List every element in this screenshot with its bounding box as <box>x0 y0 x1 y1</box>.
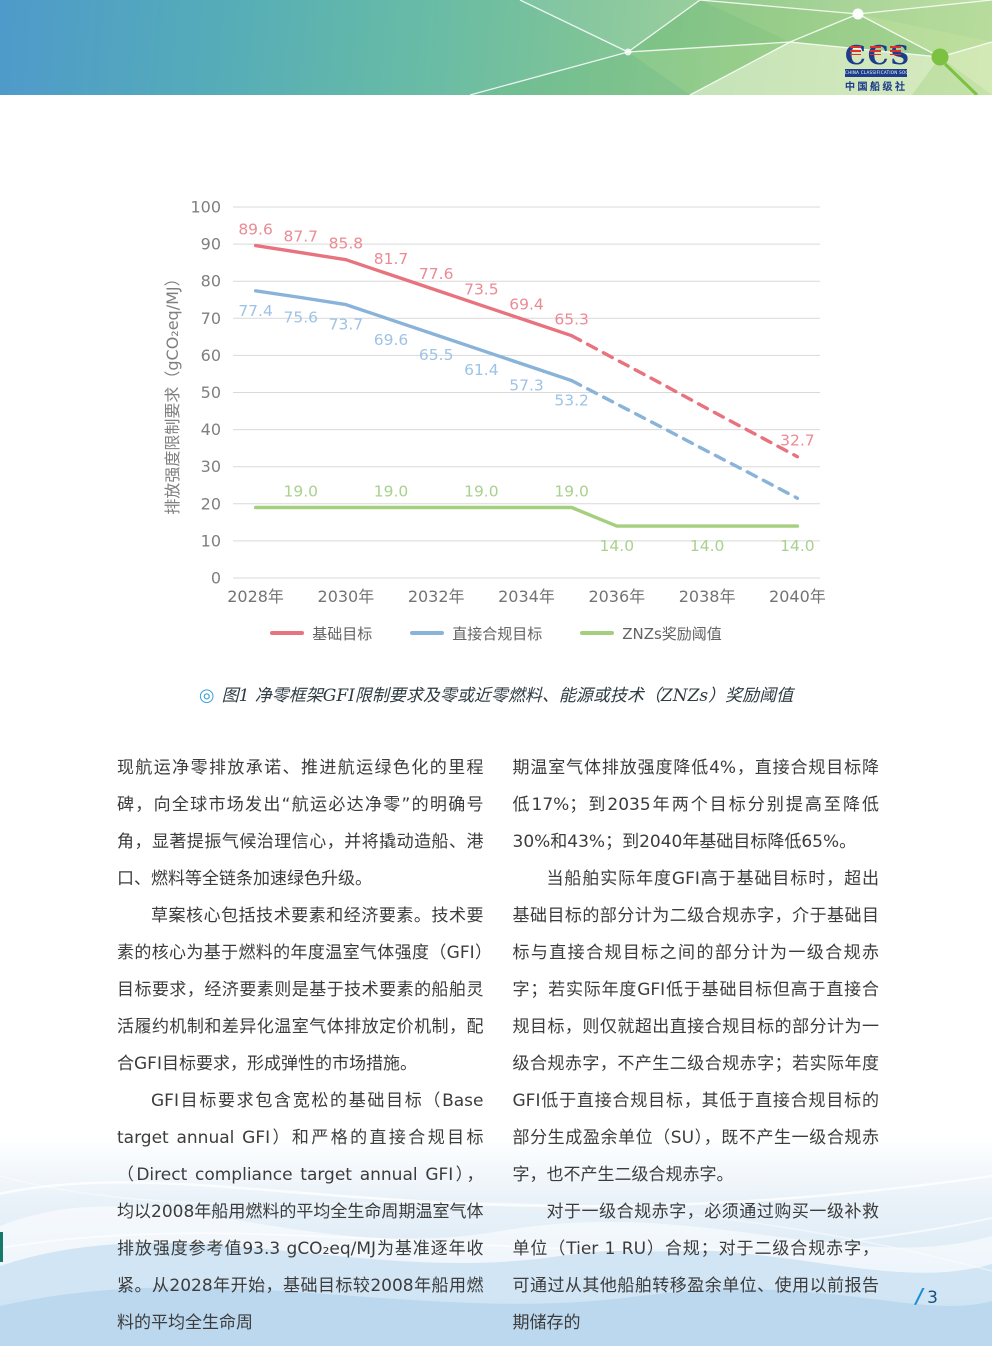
base-target-data-label: 73.5 <box>464 280 499 298</box>
direct-compliance-target-data-label: 69.6 <box>374 331 409 349</box>
footer-left-accent <box>0 1232 3 1262</box>
direct-compliance-target-data-label: 73.7 <box>329 316 364 334</box>
figure-caption: ◎ 图1 净零框架GFI限制要求及零或近零燃料、能源或技术（ZNZs）奖励阈值 <box>0 681 992 706</box>
chart-legend: 基础目标 直接合规目标 ZNZs奖励阈值 <box>0 622 992 644</box>
y-tick-label: 10 <box>201 531 221 550</box>
paragraph: GFI目标要求包含宽松的基础目标（Base target annual GFI）… <box>117 1091 484 1333</box>
legend-label: ZNZs奖励阈值 <box>622 624 722 643</box>
green-node-line <box>943 62 979 95</box>
base-target-data-label: 81.7 <box>374 250 409 268</box>
base-target-data-label: 77.6 <box>419 265 454 283</box>
legend-swatch <box>270 631 305 635</box>
direct-compliance-target-data-label: 77.4 <box>238 302 273 320</box>
x-tick-label: 2032年 <box>408 587 465 606</box>
header-polygon-pattern <box>469 0 992 95</box>
x-tick-label: 2040年 <box>769 587 826 606</box>
right-column: 期温室气体排放强度降低4%，直接合规目标降低17%；到2035年两个目标分别提高… <box>513 750 880 1342</box>
article-body: 现航运净零排放承诺、推进航运绿色化的里程碑，向全球市场发出“航运必达净零”的明确… <box>117 750 879 1342</box>
header-banner: CCS CHINA CLASSIFICATION SOCIETY 中国船级社 <box>0 0 992 95</box>
y-tick-label: 100 <box>190 198 221 217</box>
base-target-data-label: 89.6 <box>238 221 273 239</box>
direct-compliance-target-line-dashed <box>570 378 800 500</box>
znzs-reward-threshold-data-label: 19.0 <box>283 483 318 501</box>
direct-compliance-target-data-label: 61.4 <box>464 361 499 379</box>
y-tick-label: 90 <box>201 235 221 254</box>
paragraph: 对于一级合规赤字，必须通过购买一级补救单位（Tier 1 RU）合规；对于二级合… <box>512 1202 880 1333</box>
legend-label: 基础目标 <box>312 624 373 643</box>
base-target-line-solid <box>253 243 574 338</box>
direct-compliance-target-data-label: 57.3 <box>509 376 544 394</box>
x-tick-label: 2038年 <box>679 587 736 606</box>
base-target-data-label: 65.3 <box>554 311 589 329</box>
legend-item-direct-compliance-target: 直接合规目标 <box>410 623 542 644</box>
legend-swatch <box>580 631 615 635</box>
footer-waves <box>0 1174 992 1346</box>
base-target-data-label: 85.8 <box>329 235 364 253</box>
gfi-line-chart: 0 10 20 30 40 50 60 70 80 90 100 排放强度限制要求（gCO₂eq/MJ… <box>163 198 826 607</box>
paragraph: 草案核心包括技术要素和经济要素。技术要素的核心为基于燃料的年度温室气体强度（GF… <box>117 906 484 1074</box>
paragraph: 期温室气体排放强度降低4%，直接合规目标降低17%；到2035年两个目标分别提高… <box>512 758 880 852</box>
caption-text: 图1 净零框架GFI限制要求及零或近零燃料、能源或技术（ZNZs）奖励阈值 <box>221 686 794 706</box>
ccs-logo-cn-name: 中国船级社 <box>845 82 908 93</box>
y-tick-label: 20 <box>201 494 221 513</box>
y-tick-label: 0 <box>211 569 221 588</box>
page-number: / 3 <box>916 1284 938 1308</box>
y-tick-label: 40 <box>201 420 221 439</box>
node-dot <box>852 8 864 20</box>
ccs-logo: CCS CHINA CLASSIFICATION SOCIETY 中国船级社 <box>845 43 909 93</box>
base-target-data-label: 69.4 <box>509 296 544 314</box>
base-target-data-label: 87.7 <box>283 228 318 246</box>
znzs-reward-threshold-line-solid <box>253 505 800 528</box>
node-dot <box>624 48 632 56</box>
y-tick-label: 80 <box>201 272 221 291</box>
green-node-dot <box>931 48 949 66</box>
legend-label: 直接合规目标 <box>452 624 543 643</box>
direct-compliance-target-data-label: 53.2 <box>554 392 589 410</box>
znzs-reward-threshold-data-label: 19.0 <box>554 483 589 501</box>
legend-swatch <box>410 631 445 635</box>
znzs-reward-threshold-data-label: 14.0 <box>600 537 635 555</box>
direct-compliance-target-line-solid <box>253 289 574 383</box>
base-target-data-label: 32.7 <box>780 432 815 450</box>
y-tick-label: 30 <box>201 457 221 476</box>
znzs-reward-threshold-data-label: 19.0 <box>374 483 409 501</box>
x-tick-label: 2028年 <box>227 587 284 606</box>
znzs-reward-threshold-data-label: 14.0 <box>780 537 815 555</box>
ccs-logo-bar-text: CHINA CLASSIFICATION SOCIETY <box>845 69 907 77</box>
direct-compliance-target-data-label: 75.6 <box>283 309 318 327</box>
y-tick-label: 60 <box>201 346 221 365</box>
caption-marker-icon: ◎ <box>198 685 215 706</box>
x-tick-label: 2034年 <box>498 587 555 606</box>
y-axis-title: 排放强度限制要求（gCO₂eq/MJ） <box>163 270 182 514</box>
y-tick-label: 70 <box>201 309 221 328</box>
page-number-value: 3 <box>927 1288 938 1308</box>
paragraph: 现航运净零排放承诺、推进航运绿色化的里程碑，向全球市场发出“航运必达净零”的明确… <box>117 758 484 889</box>
znzs-reward-threshold-data-label: 19.0 <box>464 483 499 501</box>
direct-compliance-target-data-label: 65.5 <box>419 346 454 364</box>
page-number-slash: / <box>915 1284 924 1308</box>
left-column: 现航运净零排放承诺、推进航运绿色化的里程碑，向全球市场发出“航运必达净零”的明确… <box>117 750 484 1342</box>
paragraph: 当船舶实际年度GFI高于基础目标时，超出基础目标的部分计为二级合规赤字，介于基础… <box>512 869 880 1185</box>
x-tick-label: 2036年 <box>588 587 645 606</box>
legend-item-znzs-reward-threshold: ZNZs奖励阈值 <box>580 623 722 644</box>
x-tick-label: 2030年 <box>318 587 375 606</box>
znzs-reward-threshold-data-label: 14.0 <box>690 537 725 555</box>
base-target-line-dashed <box>570 333 800 459</box>
legend-item-base-target: 基础目标 <box>270 623 372 644</box>
y-tick-label: 50 <box>201 383 221 402</box>
footer-band <box>0 1136 992 1346</box>
